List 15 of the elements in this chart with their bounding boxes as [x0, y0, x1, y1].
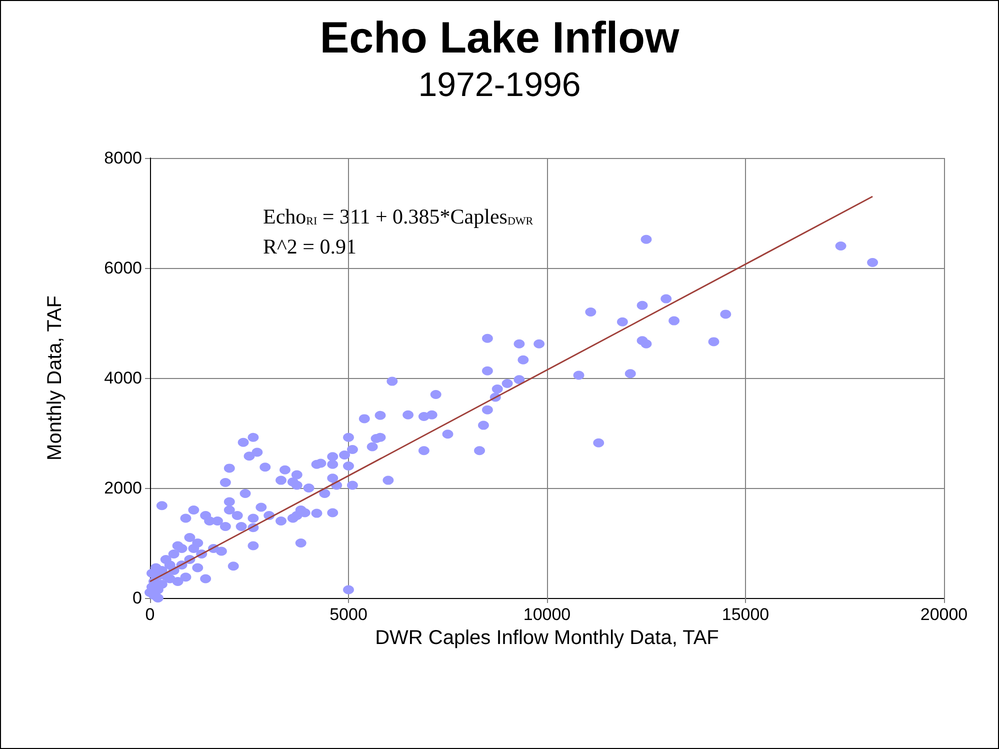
x-tick-label: 10000: [523, 605, 571, 624]
annotation: R^2 = 0.91: [263, 234, 356, 258]
chart-subtitle: 1972-1996: [418, 66, 581, 104]
x-tick-label: 0: [145, 605, 155, 624]
y-tick-label: 6000: [104, 258, 142, 278]
x-axis-title: DWR Caples Inflow Monthly Data, TAF: [375, 627, 719, 649]
x-tick-label: 15000: [722, 605, 770, 624]
x-tick-label: 5000: [330, 605, 368, 624]
y-tick-label: 0: [132, 588, 142, 608]
y-axis-title: Monthly Data, TAF: [44, 296, 66, 460]
y-tick-label: 8000: [104, 148, 142, 168]
chart-title: Echo Lake Inflow: [320, 14, 680, 62]
x-tick-label: 20000: [920, 605, 968, 624]
y-tick-label: 2000: [104, 478, 142, 498]
y-tick-label: 4000: [104, 368, 142, 388]
